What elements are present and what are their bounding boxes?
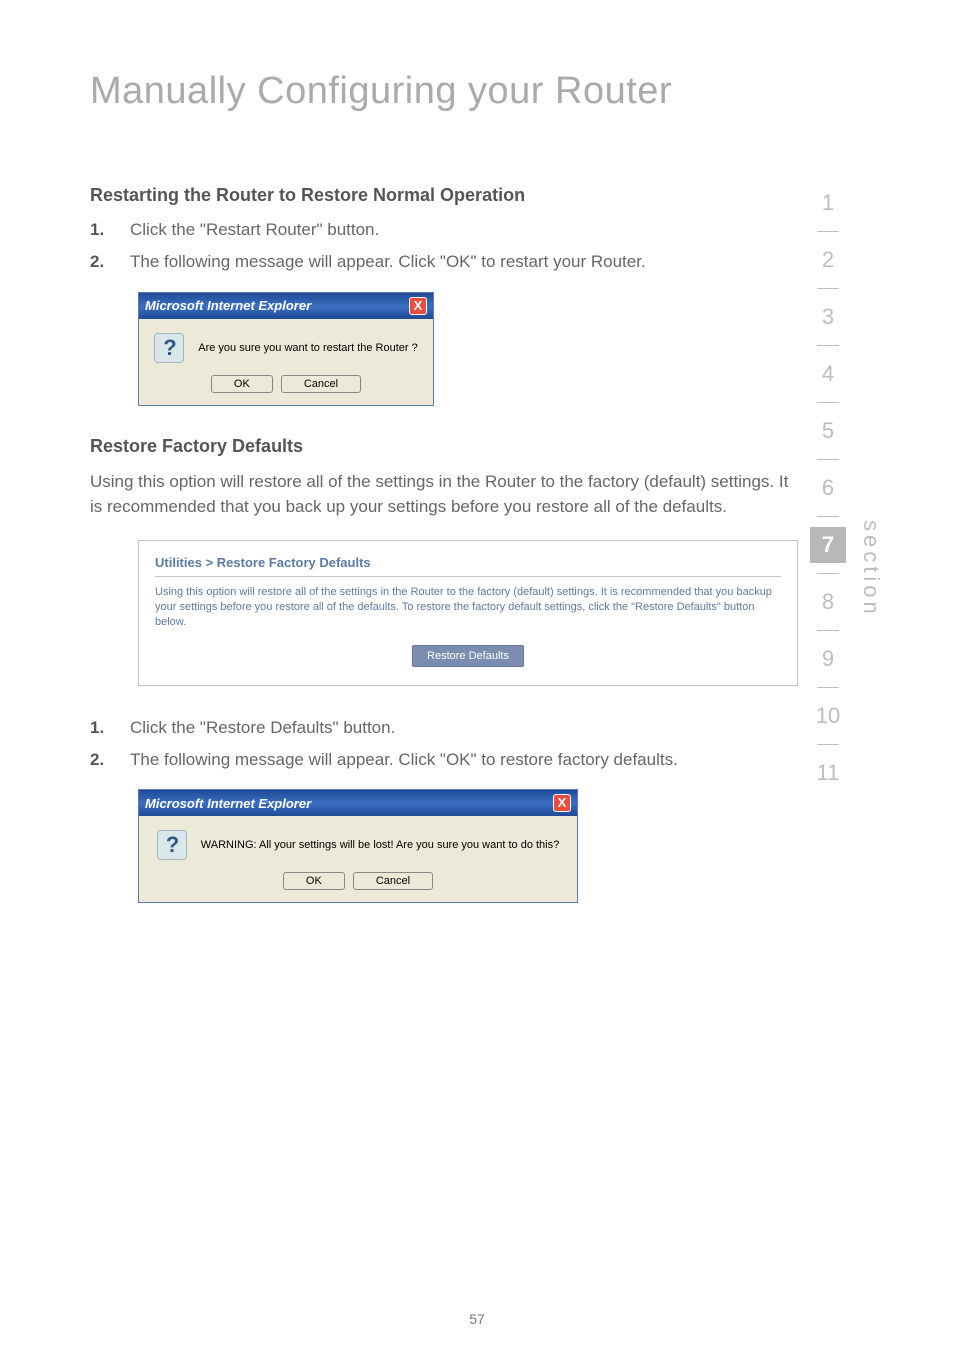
step-text: Click the "Restore Defaults" button. [130,716,790,740]
nav-num-8[interactable]: 8 [810,574,846,630]
ok-button[interactable]: OK [211,375,273,393]
close-icon[interactable]: X [553,794,571,812]
section1-step1: 1. Click the "Restart Router" button. [90,218,790,242]
dialog-message-row: Are you sure you want to restart the Rou… [153,333,419,363]
dialog-message: WARNING: All your settings will be lost!… [201,839,559,851]
utility-button-row: Restore Defaults [155,645,781,667]
dialog-message: Are you sure you want to restart the Rou… [198,342,418,354]
ok-button[interactable]: OK [283,872,345,890]
dialog-titlebar: Microsoft Internet Explorer X [139,790,577,816]
step-number: 2. [90,250,130,274]
utility-title: Utilities > Restore Factory Defaults [155,555,781,570]
page-title: Manually Configuring your Router [90,70,672,113]
question-icon [154,333,184,363]
restart-dialog: Microsoft Internet Explorer X Are you su… [138,292,434,406]
divider [155,576,781,577]
cancel-button[interactable]: Cancel [281,375,361,393]
page-number: 57 [469,1311,485,1327]
dialog-titlebar: Microsoft Internet Explorer X [139,293,433,319]
dialog-buttons: OK Cancel [283,872,433,890]
nav-num-3[interactable]: 3 [810,289,846,345]
sidebar-nav: 1 2 3 4 5 6 7 8 9 10 11 section [810,175,884,801]
step-text: Click the "Restart Router" button. [130,218,790,242]
warning-dialog: Microsoft Internet Explorer X WARNING: A… [138,789,578,903]
nav-num-4[interactable]: 4 [810,346,846,402]
section-numbers: 1 2 3 4 5 6 7 8 9 10 11 [810,175,846,801]
content-area: Restarting the Router to Restore Normal … [90,185,790,933]
utility-description: Using this option will restore all of th… [155,585,781,631]
divider [817,516,839,517]
step-number: 2. [90,748,130,772]
restore-defaults-button[interactable]: Restore Defaults [412,645,524,667]
question-icon [157,830,187,860]
nav-num-11[interactable]: 11 [810,745,846,801]
cancel-button[interactable]: Cancel [353,872,433,890]
utility-panel: Utilities > Restore Factory Defaults Usi… [138,540,798,686]
section1-step2: 2. The following message will appear. Cl… [90,250,790,274]
step-text: The following message will appear. Click… [130,250,790,274]
section-label: section [858,520,884,618]
section1-heading: Restarting the Router to Restore Normal … [90,185,790,206]
nav-num-5[interactable]: 5 [810,403,846,459]
nav-num-10[interactable]: 10 [810,688,846,744]
section2-heading: Restore Factory Defaults [90,436,790,457]
nav-num-6[interactable]: 6 [810,460,846,516]
dialog-body: WARNING: All your settings will be lost!… [139,816,577,902]
dialog-body: Are you sure you want to restart the Rou… [139,319,433,405]
step-number: 1. [90,218,130,242]
nav-num-1[interactable]: 1 [810,175,846,231]
section3-step2: 2. The following message will appear. Cl… [90,748,790,772]
step-number: 1. [90,716,130,740]
dialog-title: Microsoft Internet Explorer [145,796,311,811]
dialog-buttons: OK Cancel [211,375,361,393]
close-icon[interactable]: X [409,297,427,315]
step-text: The following message will appear. Click… [130,748,790,772]
section3-step1: 1. Click the "Restore Defaults" button. [90,716,790,740]
section2-paragraph: Using this option will restore all of th… [90,469,790,520]
nav-num-9[interactable]: 9 [810,631,846,687]
dialog-message-row: WARNING: All your settings will be lost!… [153,830,563,860]
dialog-title: Microsoft Internet Explorer [145,298,311,313]
nav-num-2[interactable]: 2 [810,232,846,288]
nav-num-7-active[interactable]: 7 [810,527,846,563]
